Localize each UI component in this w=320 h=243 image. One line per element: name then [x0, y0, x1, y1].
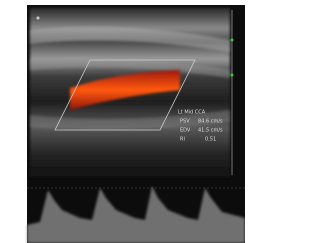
measurement-label: PSV [180, 119, 190, 125]
ultrasound-image: Lt Mid CCA PSV 84.6 cm/s EDV 41.5 cm/s R… [0, 0, 245, 243]
measurement-value: 84.6 cm/s [198, 119, 223, 125]
scale-marker [231, 39, 234, 42]
measurement-value: 41.5 cm/s [198, 128, 223, 134]
measurement-label: EDV [180, 128, 191, 134]
scale-marker [231, 74, 234, 77]
caption: Lt Mid CCA [178, 110, 206, 116]
measurement-value: 0.51 [205, 137, 216, 143]
probe-marker [37, 17, 40, 20]
measurement-label: RI [180, 137, 185, 143]
